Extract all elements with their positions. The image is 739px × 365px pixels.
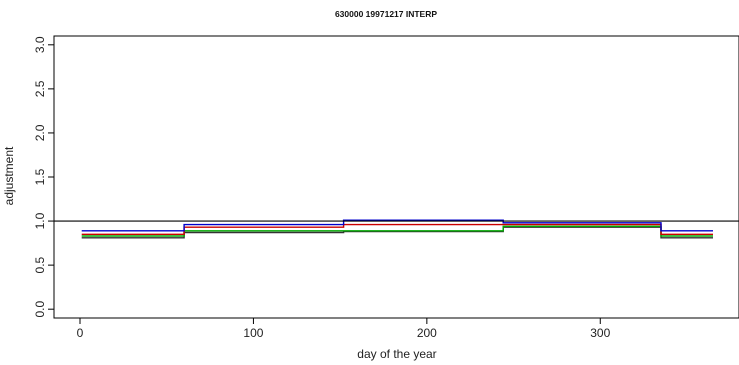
y-tick-label: 0.0 <box>33 301 47 318</box>
chart-title: 630000 19971217 INTERP <box>335 9 437 19</box>
y-tick-label: 0.5 <box>33 256 47 273</box>
y-tick-label: 3.0 <box>33 36 47 53</box>
x-axis: 0 100 200 300 <box>77 318 611 340</box>
y-tick-label: 2.0 <box>33 124 47 141</box>
y-tick-label: 2.5 <box>33 80 47 97</box>
x-tick-label: 100 <box>243 326 263 340</box>
x-tick-label: 200 <box>417 326 437 340</box>
plot-frame <box>53 35 739 319</box>
y-tick-label: 1.5 <box>33 168 47 185</box>
series-layer <box>81 219 713 239</box>
x-tick-label: 0 <box>77 326 84 340</box>
y-axis-label: adjustment <box>2 146 16 205</box>
y-tick-label: 1.0 <box>33 212 47 229</box>
x-tick-label: 300 <box>590 326 610 340</box>
x-axis-label: day of the year <box>357 347 436 361</box>
series-line <box>81 219 713 232</box>
y-axis: 0.0 0.5 1.0 1.5 2.0 2.5 3.0 <box>33 36 54 318</box>
